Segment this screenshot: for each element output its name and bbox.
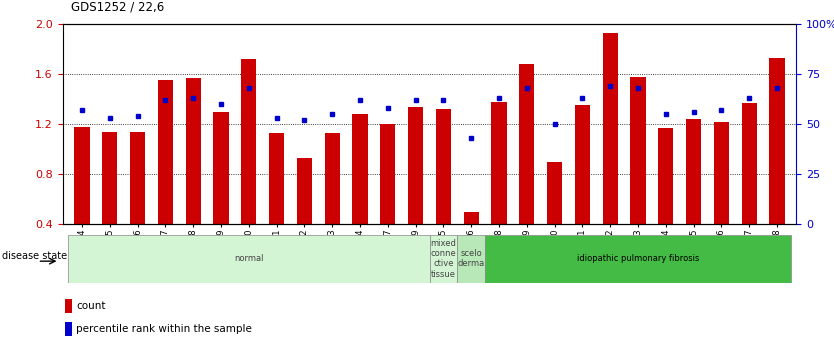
- Bar: [430, 235, 457, 283]
- Bar: [214, 112, 229, 224]
- Bar: [686, 119, 701, 224]
- Bar: [352, 114, 368, 224]
- Bar: [658, 128, 674, 224]
- Bar: [74, 127, 90, 224]
- Bar: [714, 122, 729, 224]
- Bar: [380, 124, 395, 224]
- Bar: [64, 299, 72, 313]
- Bar: [575, 106, 590, 224]
- Bar: [547, 162, 562, 224]
- Text: normal: normal: [234, 254, 264, 263]
- Bar: [102, 132, 118, 224]
- Text: idiopathic pulmonary fibrosis: idiopathic pulmonary fibrosis: [577, 254, 699, 263]
- Text: count: count: [76, 301, 106, 311]
- Bar: [435, 109, 451, 224]
- Bar: [485, 235, 791, 283]
- Bar: [130, 132, 145, 224]
- Bar: [457, 235, 485, 283]
- Bar: [741, 103, 757, 224]
- Bar: [64, 322, 72, 336]
- Bar: [241, 59, 256, 224]
- Bar: [185, 78, 201, 224]
- Bar: [631, 77, 646, 224]
- Bar: [269, 133, 284, 224]
- Bar: [519, 64, 535, 224]
- Bar: [297, 158, 312, 224]
- Bar: [491, 102, 507, 224]
- Bar: [769, 58, 785, 224]
- Text: GDS1252 / 22,6: GDS1252 / 22,6: [71, 1, 164, 14]
- Text: percentile rank within the sample: percentile rank within the sample: [76, 324, 252, 334]
- Text: disease state: disease state: [2, 252, 67, 261]
- Bar: [68, 235, 430, 283]
- Bar: [324, 133, 340, 224]
- Bar: [408, 107, 423, 224]
- Bar: [464, 212, 479, 224]
- Bar: [602, 33, 618, 224]
- Bar: [158, 80, 173, 224]
- Text: mixed
conne
ctive
tissue: mixed conne ctive tissue: [430, 239, 456, 279]
- Text: scelo
derma: scelo derma: [458, 249, 485, 268]
